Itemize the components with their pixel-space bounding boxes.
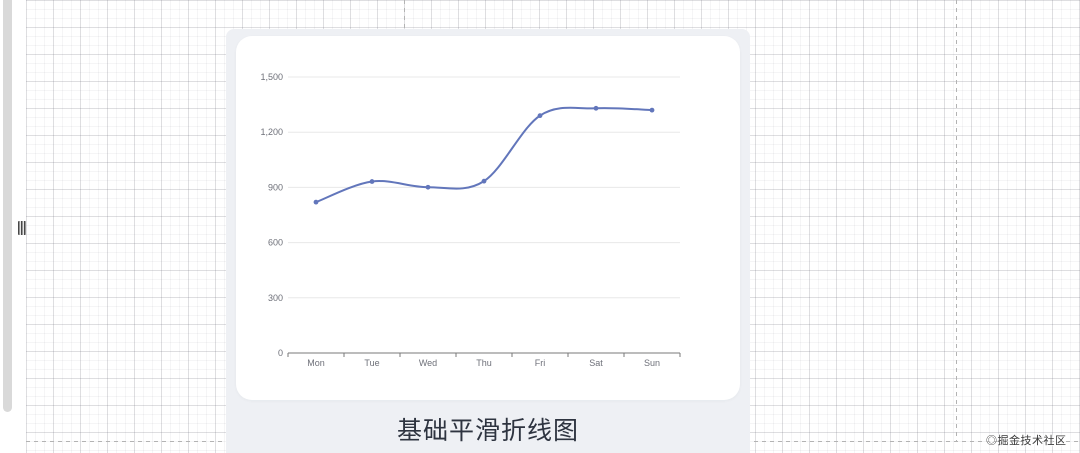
chart-card: 0 300 600 900 1,200 1,500 Mon Tue Wed Thu Fri Sat Su… [236, 36, 740, 400]
chart-caption: 基础平滑折线图 [396, 417, 579, 445]
smooth-line-chart-svg: 0 300 600 900 1,200 1,500 Mon Tue Wed Thu Fri Sat Su… [260, 72, 681, 368]
svg-text:Mon: Mon [307, 358, 325, 368]
svg-text:0: 0 [278, 348, 283, 358]
page-break-line-vertical-right [956, 0, 957, 441]
vertical-scrollbar-thumb[interactable] [3, 0, 12, 412]
page-break-line-vertical-left [404, 0, 405, 29]
svg-text:1,500: 1,500 [260, 72, 283, 82]
svg-text:Wed: Wed [419, 358, 437, 368]
svg-text:900: 900 [268, 182, 283, 192]
svg-text:Tue: Tue [364, 358, 379, 368]
svg-text:Fri: Fri [535, 358, 546, 368]
svg-text:300: 300 [268, 293, 283, 303]
chart-preview-panel[interactable]: 0 300 600 900 1,200 1,500 Mon Tue Wed Thu Fri Sat Su… [226, 29, 750, 453]
left-gutter [0, 0, 26, 453]
svg-text:1,200: 1,200 [260, 127, 283, 137]
watermark-text: ◎掘金技术社区 [986, 435, 1067, 447]
svg-text:600: 600 [268, 238, 283, 248]
svg-text:Sat: Sat [589, 358, 603, 368]
panel-resize-handle-icon[interactable] [18, 221, 26, 235]
svg-text:Sun: Sun [644, 358, 660, 368]
svg-text:Thu: Thu [476, 358, 492, 368]
